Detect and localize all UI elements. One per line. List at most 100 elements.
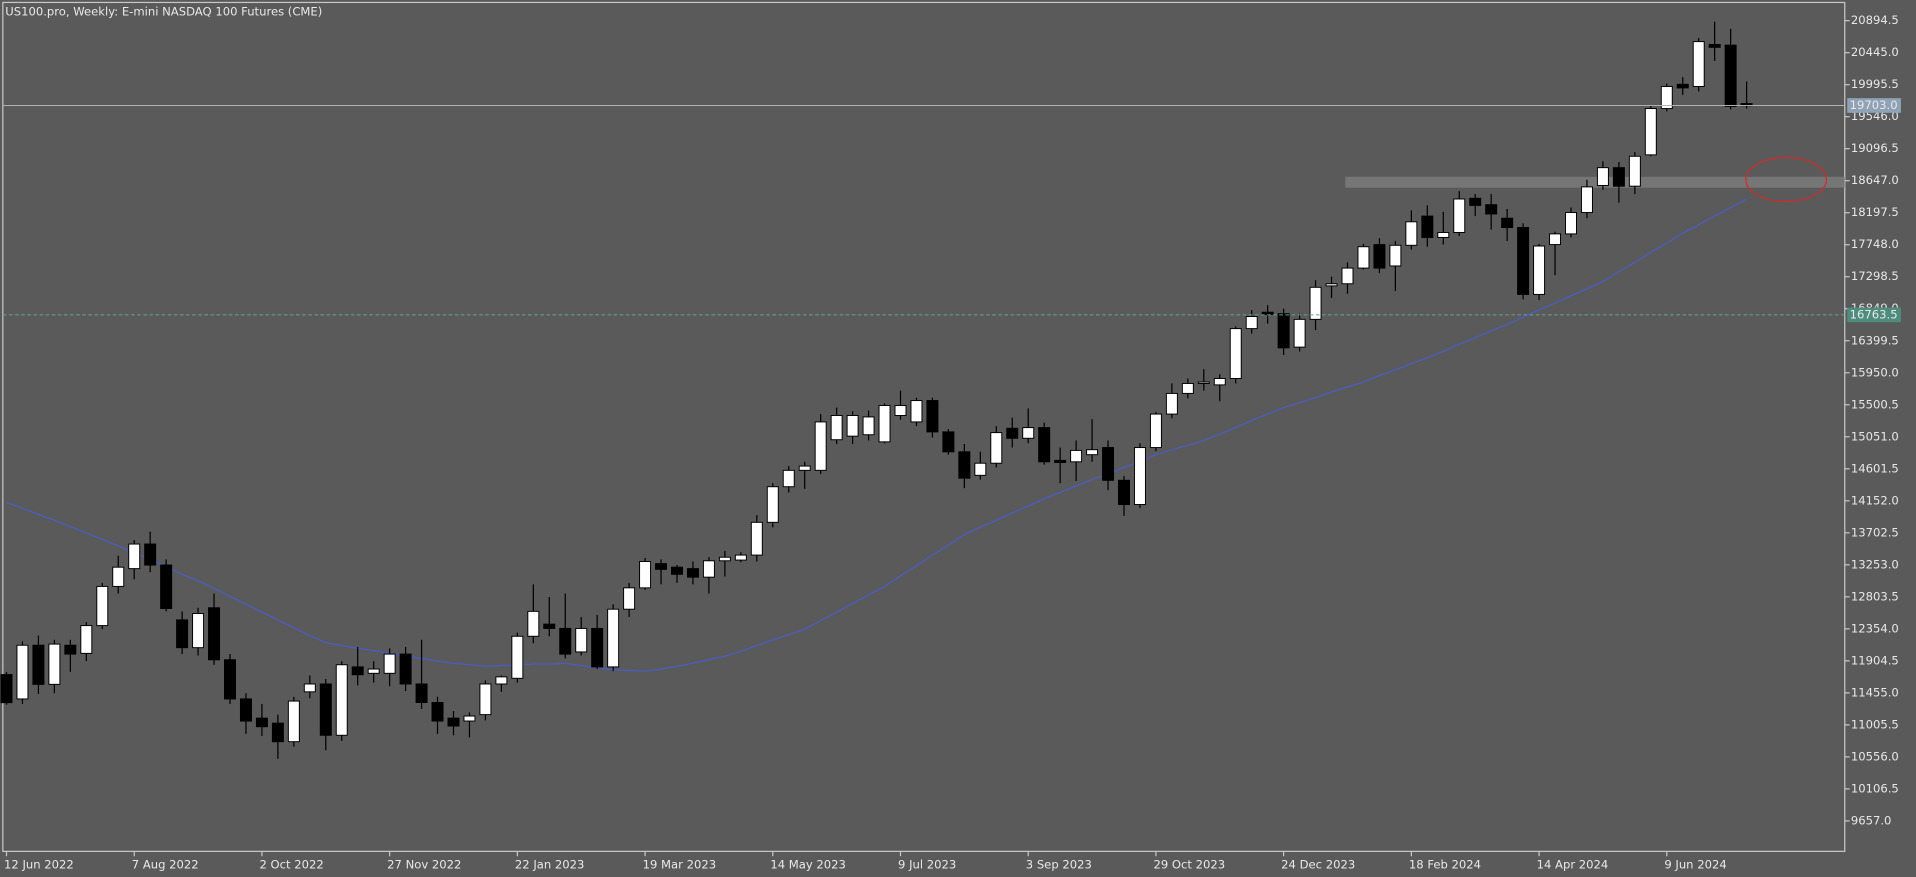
- candle-body: [319, 683, 332, 736]
- candle-body: [814, 421, 827, 471]
- candle-body: [271, 722, 284, 743]
- candle-body: [702, 560, 715, 578]
- candle-body: [942, 431, 955, 453]
- candle-body: [1149, 413, 1162, 449]
- plot-frame: [2, 1, 1846, 852]
- candle-body: [128, 543, 141, 570]
- candle-body: [1565, 212, 1577, 235]
- candle-body: [1197, 381, 1210, 384]
- candle-body: [447, 717, 460, 727]
- candle-body: [1133, 447, 1146, 506]
- candle-body: [575, 627, 588, 653]
- candle-body: [1580, 186, 1593, 214]
- candle-body: [224, 659, 236, 700]
- candle-body: [1517, 227, 1530, 295]
- y-tick-label: 15051.0: [1851, 429, 1899, 443]
- candle-body: [1389, 244, 1402, 267]
- candle-body: [1309, 286, 1322, 320]
- y-tick-label: 14601.5: [1851, 461, 1899, 475]
- candle-body: [255, 717, 268, 728]
- candle-body: [639, 561, 652, 589]
- x-tick-label: 3 Sep 2023: [1026, 857, 1092, 871]
- candle-body: [1102, 447, 1115, 481]
- x-tick-label: 19 Mar 2023: [643, 857, 717, 871]
- candle-body: [1453, 198, 1466, 233]
- y-tick-label: 18197.5: [1851, 205, 1899, 219]
- candle-body: [192, 612, 205, 649]
- y-tick-label: 15500.5: [1851, 397, 1899, 411]
- candle-body: [1660, 85, 1673, 110]
- candle-body: [1038, 427, 1051, 463]
- candle-body: [1070, 449, 1083, 463]
- moving-average: [6, 198, 1747, 672]
- candle-body: [750, 521, 763, 556]
- candle-body: [623, 587, 636, 610]
- candle-body: [96, 585, 109, 627]
- x-tick-label: 2 Oct 2022: [259, 857, 323, 871]
- candle-body: [351, 666, 364, 676]
- y-tick-label: 10106.5: [1851, 781, 1899, 795]
- candle-body: [1405, 221, 1418, 246]
- price-label-box: [1847, 307, 1901, 323]
- candle-body: [1708, 43, 1721, 48]
- candle-body: [543, 623, 556, 629]
- candle-body: [1676, 83, 1689, 89]
- price-label: 16763.5: [1850, 307, 1898, 321]
- candle-body: [798, 465, 811, 471]
- candle-body: [718, 556, 731, 562]
- y-tick-label: 13253.0: [1851, 557, 1899, 571]
- candle-body: [1724, 44, 1737, 107]
- candle-body: [1293, 318, 1306, 348]
- price-label-box: [1847, 98, 1901, 113]
- x-tick-label: 22 Jan 2023: [515, 857, 585, 871]
- x-tick-label: 18 Feb 2024: [1409, 857, 1481, 871]
- candle-body: [1692, 41, 1705, 87]
- y-tick-label: 9657.0: [1851, 813, 1892, 827]
- x-tick-label: 29 Oct 2023: [1153, 857, 1225, 871]
- candle-body: [1245, 316, 1258, 330]
- price-label: 19703.0: [1850, 98, 1898, 112]
- y-tick-label: 11904.5: [1851, 653, 1899, 667]
- candle-body: [1006, 427, 1019, 439]
- candle-body: [686, 568, 699, 578]
- candle-body: [1612, 167, 1625, 187]
- x-tick-label: 7 Aug 2022: [132, 857, 199, 871]
- candle-body: [1596, 167, 1609, 186]
- candle-body: [1533, 245, 1546, 295]
- candle-body: [239, 698, 252, 722]
- candle-body: [910, 400, 923, 423]
- candle-body: [894, 405, 907, 416]
- candle-body: [1229, 328, 1242, 379]
- candle-body: [1357, 246, 1370, 269]
- chart-title: US100.pro, Weekly: E-mini NASDAQ 100 Fut…: [5, 5, 322, 19]
- x-tick-label: 27 Nov 2022: [387, 857, 461, 871]
- candle-body: [160, 564, 173, 609]
- candle-body: [830, 415, 843, 441]
- candle-body: [463, 715, 476, 722]
- y-tick-label: 15950.0: [1851, 365, 1899, 379]
- candle-body: [335, 664, 348, 736]
- candle-body: [1373, 244, 1386, 269]
- candle-body: [80, 625, 93, 654]
- candle-body: [782, 469, 795, 488]
- candle-body: [287, 700, 300, 743]
- candle-body: [862, 416, 875, 436]
- y-tick-label: 20445.0: [1851, 45, 1899, 59]
- candle-body: [1644, 108, 1657, 156]
- candle-body: [1054, 459, 1067, 463]
- annotation-ellipse: [1745, 156, 1828, 203]
- y-tick-label: 11455.0: [1851, 685, 1899, 699]
- candle-body: [1325, 283, 1338, 287]
- candle-body: [1022, 427, 1035, 439]
- candle-body: [958, 451, 971, 479]
- candle-body: [208, 607, 221, 661]
- candle-body: [1118, 479, 1130, 506]
- candle-body: [1437, 231, 1450, 238]
- candle-body: [32, 644, 45, 685]
- y-tick-label: 14152.0: [1851, 493, 1899, 507]
- candle-body: [734, 554, 747, 561]
- candle-body: [16, 644, 29, 700]
- candle-body: [1181, 382, 1194, 394]
- candle-body: [607, 608, 620, 668]
